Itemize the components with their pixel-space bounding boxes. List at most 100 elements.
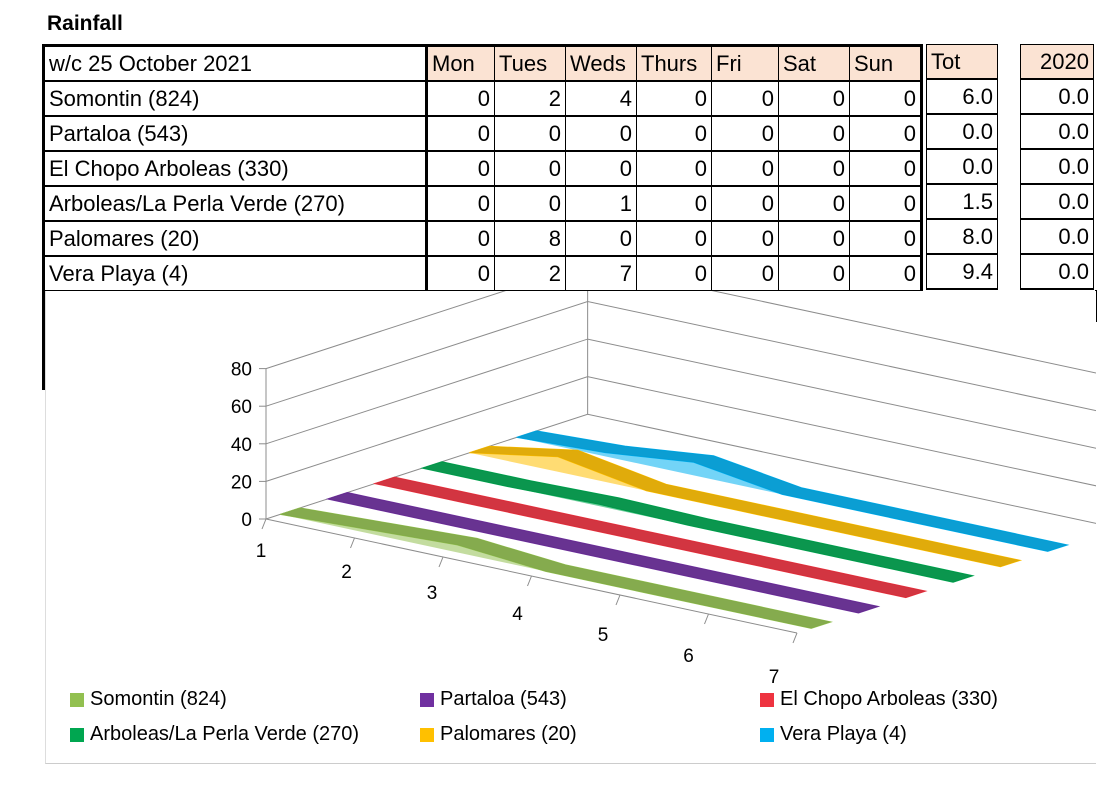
x-tick-label: 1 <box>256 541 267 562</box>
rain-value-cell: 0 <box>494 115 566 152</box>
series-ribbon-shade <box>469 446 1021 567</box>
series-ribbon-shade <box>280 507 832 629</box>
station-name: Somontin (824) <box>43 80 428 117</box>
rain-value-cell: 0 <box>778 185 850 222</box>
rain-value-cell: 0 <box>636 255 712 293</box>
total-cell: 6.0 <box>926 78 998 115</box>
y-tick-label: 60 <box>231 397 252 418</box>
rain-value-cell: 0 <box>426 220 495 257</box>
rain-value-cell: 0 <box>849 220 922 257</box>
legend-item: Vera Playa (4) <box>760 723 907 746</box>
legend-swatch <box>760 727 774 742</box>
legend-label: El Chopo Arboleas (330) <box>780 688 998 710</box>
x-tick-mark <box>261 518 267 530</box>
chart-plot: 0 20 40 60 80 1 2 3 4 5 6 7 <box>231 291 1096 688</box>
rain-value-cell: 0 <box>849 185 922 222</box>
series-ribbon-face <box>516 437 1048 552</box>
series-ribbon-face <box>280 514 812 629</box>
day-header-tues: Tues <box>494 45 566 82</box>
rain-value-cell: 0 <box>711 220 779 257</box>
rain-value-cell: 0 <box>636 220 712 257</box>
prev-year-cell: 0.0 <box>1020 253 1094 290</box>
legend-swatch <box>420 727 434 742</box>
day-header-sat: Sat <box>778 45 850 82</box>
prev-year-cell: 0.0 <box>1020 78 1094 115</box>
rain-value-cell: 0 <box>778 220 850 257</box>
legend-item: Palomares (20) <box>420 723 577 746</box>
legend-label: Partaloa (543) <box>440 688 567 710</box>
day-header-thurs: Thurs <box>636 45 712 82</box>
series-ribbon-shade <box>374 477 926 598</box>
gridline <box>265 338 1096 449</box>
x-tick-mark <box>615 594 621 606</box>
rain-value-cell: 0 <box>494 185 566 222</box>
table-row: Arboleas/La Perla Verde (270) 0 0 1 0 0 0 0 <box>43 185 922 222</box>
total-table: Tot 6.0 0.0 0.0 1.5 8.0 9.4 <box>926 44 998 290</box>
series-ribbon-face <box>422 468 954 583</box>
rain-value-cell: 0 <box>711 115 779 152</box>
rain-value-cell: 0 <box>565 220 637 257</box>
rain-value-cell: 0 <box>426 185 495 222</box>
station-name: Arboleas/La Perla Verde (270) <box>43 185 428 222</box>
rain-value-cell: 2 <box>494 80 566 117</box>
x-tick-mark <box>704 613 709 625</box>
rain-value-cell: 0 <box>565 115 637 152</box>
y-tick-label: 20 <box>231 472 252 493</box>
rain-value-cell: 0 <box>426 115 495 152</box>
legend-label: Palomares (20) <box>440 723 577 745</box>
rain-value-cell: 0 <box>636 80 712 117</box>
legend-swatch <box>70 692 84 707</box>
total-cell: 9.4 <box>926 253 998 290</box>
rain-value-cell: 0 <box>711 80 779 117</box>
gridline <box>265 300 1096 412</box>
series-ribbon <box>420 461 975 583</box>
series-ribbon-face <box>469 452 1001 567</box>
x-tick-label: 2 <box>341 562 352 583</box>
rain-value-cell: 0 <box>565 150 637 187</box>
rain-value-cell: 4 <box>565 80 637 117</box>
rain-value-cell: 0 <box>849 115 922 152</box>
station-name: El Chopo Arboleas (330) <box>43 150 428 187</box>
chart-page-title: Rainfall <box>47 12 123 35</box>
day-header-weds: Weds <box>565 45 637 82</box>
x-tick-mark <box>350 537 355 549</box>
rain-value-cell: 8 <box>494 220 566 257</box>
x-tick-label: 3 <box>427 583 438 604</box>
x-tick-mark <box>438 556 444 568</box>
gridline <box>265 376 1096 487</box>
gridline <box>265 291 1096 374</box>
table-header-row: w/c 25 October 2021 Mon Tues Weds Thurs … <box>43 45 922 82</box>
day-header-mon: Mon <box>426 45 495 82</box>
rain-value-cell: 0 <box>426 255 495 293</box>
legend-item: El Chopo Arboleas (330) <box>760 688 998 711</box>
prev-year-cell: 0.0 <box>1020 148 1094 185</box>
legend-swatch <box>70 727 84 742</box>
series-ribbon-shade <box>327 492 879 613</box>
rain-value-cell: 0 <box>426 150 495 187</box>
rainfall-table: w/c 25 October 2021 Mon Tues Weds Thurs … <box>42 44 923 293</box>
legend-item: Arboleas/La Perla Verde (270) <box>70 723 359 746</box>
series-ribbon <box>469 445 1023 568</box>
x-tick-label: 5 <box>598 625 609 646</box>
day-header-fri: Fri <box>711 45 779 82</box>
legend-item: Partaloa (543) <box>420 688 567 711</box>
rain-value-cell: 0 <box>636 115 712 152</box>
y-tick-label: 80 <box>231 360 252 381</box>
table-row: El Chopo Arboleas (330) 0 0 0 0 0 0 0 <box>43 150 922 187</box>
rain-value-cell: 0 <box>849 255 922 293</box>
series-ribbon-shade <box>422 461 973 583</box>
rain-value-cell: 0 <box>636 185 712 222</box>
rain-value-cell: 7 <box>565 255 637 293</box>
x-tick-label: 6 <box>683 646 694 667</box>
rain-value-cell: 1 <box>565 185 637 222</box>
series-ribbon <box>325 491 881 614</box>
prev-year-cell: 0.0 <box>1020 183 1094 220</box>
total-cell: 8.0 <box>926 218 998 255</box>
series-ribbon-shade <box>516 430 1068 552</box>
legend-item: Somontin (824) <box>70 688 227 711</box>
tot-header: Tot <box>926 44 998 80</box>
legend-label: Arboleas/La Perla Verde (270) <box>90 723 360 745</box>
rain-value-cell: 0 <box>426 80 495 117</box>
rain-value-cell: 0 <box>778 80 850 117</box>
x-tick-label: 4 <box>512 604 523 625</box>
